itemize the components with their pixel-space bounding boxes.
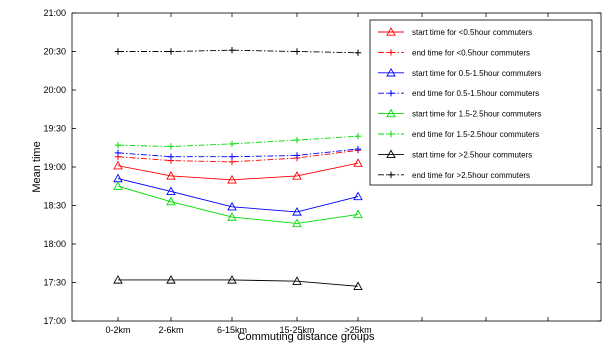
x-tick-label: 2-6km <box>158 325 183 335</box>
y-tick-label: 20:30 <box>43 47 66 57</box>
data-point <box>166 275 176 284</box>
legend-marker <box>387 171 395 178</box>
legend-marker <box>386 108 396 118</box>
series-line <box>117 149 359 163</box>
legend-entry: end time for >2.5hour commuters <box>378 171 530 180</box>
legend-label: end time for 1.5-2.5hour commuters <box>412 130 539 139</box>
data-point <box>113 181 123 190</box>
legend-entry: start time for 0.5-1.5hour commuters <box>378 67 541 78</box>
data-point <box>354 49 362 56</box>
legend-marker <box>386 67 396 77</box>
series-line <box>117 148 359 158</box>
data-point <box>114 141 122 149</box>
series-7 <box>114 47 362 56</box>
series-5 <box>114 133 362 150</box>
legend-entry: start time for <0.5hour commuters <box>378 27 532 37</box>
x-axis-label: Commuting distance groups <box>238 331 375 343</box>
legend-entry: end time for <0.5hour commuters <box>378 48 530 57</box>
legend-entry: start time for >2.5hour commuters <box>378 149 532 159</box>
legend-marker <box>387 130 395 138</box>
x-tick-label: >25km <box>344 325 371 335</box>
legend-marker <box>387 49 395 56</box>
data-point <box>353 209 363 219</box>
y-tick-label: 21:00 <box>43 8 66 18</box>
y-axis-label: Mean time <box>31 141 43 192</box>
y-tick-label: 18:30 <box>43 201 66 211</box>
y-tick-label: 17:30 <box>43 278 66 288</box>
data-point <box>354 145 362 153</box>
series-line <box>117 185 359 224</box>
legend-entry: start time for 1.5-2.5hour commuters <box>378 108 541 119</box>
series-line <box>117 162 359 181</box>
x-tick-label: 15-25km <box>279 325 314 335</box>
x-tick-label: 6-15km <box>217 325 247 335</box>
data-point <box>167 153 175 160</box>
series-line <box>118 49 359 54</box>
data-point <box>228 47 236 54</box>
y-tick-label: 20:00 <box>43 85 66 95</box>
legend-label: start time for 0.5-1.5hour commuters <box>412 69 541 78</box>
legend-label: end time for <0.5hour commuters <box>412 48 530 57</box>
data-point <box>113 160 123 170</box>
x-axis: 0-2km 2-6km 6-15km 15-25km >25km <box>105 13 549 335</box>
data-point <box>227 174 237 184</box>
series-6 <box>113 275 363 290</box>
data-point <box>353 281 363 290</box>
data-point <box>353 158 363 167</box>
legend-box <box>369 19 593 186</box>
data-point <box>353 191 363 201</box>
data-point <box>114 48 122 55</box>
data-point <box>292 218 302 228</box>
y-tick-label: 19:00 <box>43 162 66 172</box>
data-point <box>292 206 302 216</box>
legend-label: start time for >2.5hour commuters <box>412 150 532 159</box>
series-line <box>117 178 359 213</box>
legend-marker <box>386 27 396 36</box>
y-tick-label: 17:00 <box>43 316 66 326</box>
legend-marker <box>387 90 395 97</box>
x-tick-label: 0-2km <box>105 325 130 335</box>
data-point <box>292 171 302 180</box>
legend-marker <box>386 149 396 159</box>
data-point <box>293 48 301 55</box>
data-point <box>166 171 176 180</box>
data-point <box>227 201 237 211</box>
legend: start time for <0.5hour commuters end tim… <box>369 19 593 186</box>
y-tick-label: 18:00 <box>43 239 66 249</box>
data-point <box>227 275 237 284</box>
data-point <box>228 140 236 148</box>
y-tick-label: 19:30 <box>43 124 66 134</box>
series-0 <box>113 158 363 184</box>
data-point <box>292 276 302 285</box>
series-3 <box>114 145 362 160</box>
data-point <box>354 133 362 140</box>
y-axis: 17:00 17:30 18:00 18:30 19:00 19:30 20:00 20:30… <box>43 8 601 326</box>
legend-label: end time for >2.5hour commuters <box>412 171 530 180</box>
data-point <box>293 152 301 159</box>
series-line <box>118 279 359 287</box>
data-point <box>293 136 301 144</box>
data-point <box>113 275 123 284</box>
series-4 <box>113 181 363 228</box>
data-point <box>166 186 176 196</box>
data-point <box>167 143 175 150</box>
legend-label: start time for 1.5-2.5hour commuters <box>412 110 541 119</box>
data-point <box>227 212 237 221</box>
data-point <box>228 153 236 160</box>
legend-entry: end time for 1.5-2.5hour commuters <box>378 130 539 139</box>
data-point <box>114 149 122 157</box>
series-line <box>117 135 359 147</box>
legend-label: start time for <0.5hour commuters <box>412 28 532 37</box>
legend-label: end time for 0.5-1.5hour commuters <box>412 89 539 98</box>
legend-entry: end time for 0.5-1.5hour commuters <box>378 89 539 98</box>
data-point <box>166 196 176 206</box>
data-point <box>167 48 175 55</box>
series-layer <box>113 47 363 290</box>
